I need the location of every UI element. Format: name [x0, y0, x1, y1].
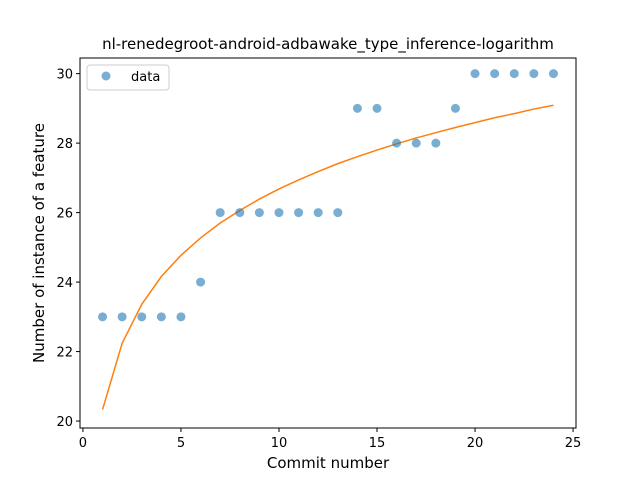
data-point [235, 208, 245, 218]
data-point [294, 208, 304, 218]
y-tick-label: 28 [56, 137, 73, 152]
data-point [176, 312, 186, 322]
y-axis: 20 22 24 26 28 30 [56, 68, 80, 430]
x-axis-label: Commit number [267, 454, 390, 472]
x-tick-label: 25 [565, 436, 582, 451]
data-point [372, 103, 382, 113]
x-tick-label: 15 [369, 436, 386, 451]
data-point [470, 69, 480, 79]
x-tick-label: 10 [271, 436, 288, 451]
y-tick-label: 26 [56, 207, 73, 222]
data-point [215, 208, 225, 218]
data-point [117, 312, 127, 322]
x-axis: 0 5 10 15 20 25 [79, 428, 582, 451]
data-point [333, 208, 343, 218]
data-point [392, 138, 402, 148]
data-point [98, 312, 108, 322]
legend-box [86, 64, 170, 91]
data-point [156, 312, 166, 322]
y-tick-label: 24 [56, 276, 73, 291]
x-tick-label: 20 [467, 436, 484, 451]
data-point [196, 277, 206, 287]
y-tick-label: 22 [56, 346, 73, 361]
data-point [490, 69, 500, 79]
fit-line [101, 104, 554, 410]
data-point [529, 69, 539, 79]
x-tick-label: 0 [79, 436, 87, 451]
plot-area [98, 69, 558, 410]
data-point [411, 138, 421, 148]
data-point [509, 69, 519, 79]
y-axis-label: Number of instance of a feature [30, 123, 48, 363]
data-point [548, 69, 558, 79]
x-tick-label: 5 [177, 436, 185, 451]
data-point [352, 103, 362, 113]
y-tick-label: 30 [56, 68, 73, 83]
legend-marker-data [101, 71, 111, 81]
data-point [274, 208, 284, 218]
chart-title: nl-renedegroot-android-adbawake_type_inf… [102, 35, 554, 54]
data-point [431, 138, 441, 148]
data-point [313, 208, 323, 218]
data-point [137, 312, 147, 322]
axes-frame [79, 57, 577, 429]
data-point [450, 103, 460, 113]
legend-label-data: data [131, 70, 160, 85]
legend: data [86, 64, 170, 91]
y-tick-label: 20 [56, 415, 73, 430]
data-point [254, 208, 264, 218]
